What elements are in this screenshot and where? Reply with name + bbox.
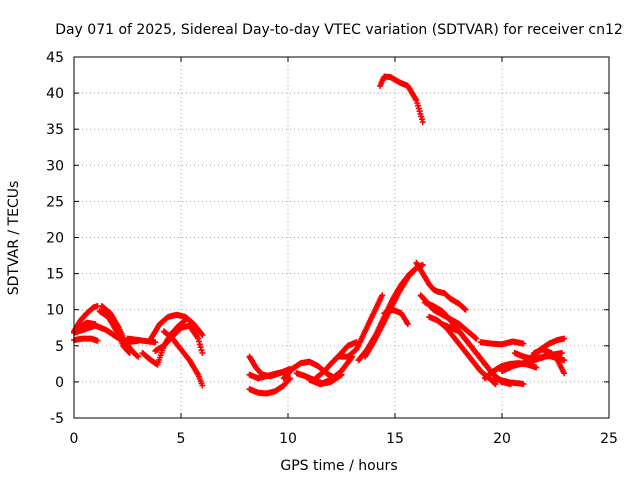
data-series xyxy=(71,73,568,397)
series-track-29 xyxy=(490,375,527,388)
series-track-24 xyxy=(413,259,469,313)
series-track-22 xyxy=(381,306,411,328)
y-tick-label: 35 xyxy=(46,122,64,138)
series-track-23 xyxy=(377,73,426,125)
x-tick-label: 5 xyxy=(177,431,186,447)
y-tick-label: -5 xyxy=(50,411,64,427)
y-tick-label: 40 xyxy=(46,86,64,102)
series-track-9 xyxy=(148,311,206,342)
y-tick-label: 0 xyxy=(55,375,64,391)
data-points xyxy=(477,338,527,348)
data-points xyxy=(381,306,411,328)
data-points xyxy=(75,319,99,331)
data-points xyxy=(98,303,142,360)
x-tick-label: 0 xyxy=(70,431,79,447)
data-points xyxy=(377,73,426,125)
y-tick-label: 5 xyxy=(55,339,64,355)
series-track-5 xyxy=(98,303,142,360)
x-axis-title: GPS time / hours xyxy=(280,458,397,474)
y-axis: -5 0 5 10 15 20 25 30 35 40 45 xyxy=(46,50,609,427)
series-track-35 xyxy=(531,346,568,377)
data-points xyxy=(246,368,291,382)
y-tick-label: 30 xyxy=(46,158,64,174)
data-points xyxy=(531,346,568,377)
chart-title: Day 071 of 2025, Sidereal Day-to-day VTE… xyxy=(55,22,623,38)
series-track-14 xyxy=(246,368,291,382)
series-track-18 xyxy=(306,371,345,388)
series-track-31 xyxy=(477,338,527,348)
y-tick-label: 15 xyxy=(46,267,64,283)
x-tick-label: 20 xyxy=(493,431,511,447)
data-points xyxy=(160,328,206,389)
series-track-7 xyxy=(124,335,159,346)
y-tick-label: 45 xyxy=(46,50,64,66)
data-points xyxy=(124,335,159,346)
series-track-2 xyxy=(71,335,101,344)
series-track-11 xyxy=(160,328,206,389)
data-points xyxy=(336,292,386,360)
x-tick-label: 15 xyxy=(386,431,404,447)
data-points xyxy=(490,375,527,388)
series-track-4 xyxy=(75,319,99,331)
data-points xyxy=(306,371,345,388)
y-tick-label: 10 xyxy=(46,303,64,319)
y-tick-label: 20 xyxy=(46,231,64,247)
series-track-12 xyxy=(246,375,294,397)
grid xyxy=(74,57,609,418)
data-points xyxy=(96,308,133,356)
y-axis-title: SDTVAR / TECUs xyxy=(6,181,22,296)
data-points xyxy=(148,311,206,342)
data-points xyxy=(71,335,101,344)
series-track-19 xyxy=(336,292,386,360)
data-points xyxy=(246,375,294,397)
y-tick-label: 25 xyxy=(46,194,64,210)
x-tick-label: 25 xyxy=(600,431,618,447)
x-axis: 0 5 10 15 20 25 xyxy=(70,57,618,447)
x-tick-label: 10 xyxy=(279,431,297,447)
series-track-6 xyxy=(96,308,133,356)
data-points xyxy=(413,259,469,313)
